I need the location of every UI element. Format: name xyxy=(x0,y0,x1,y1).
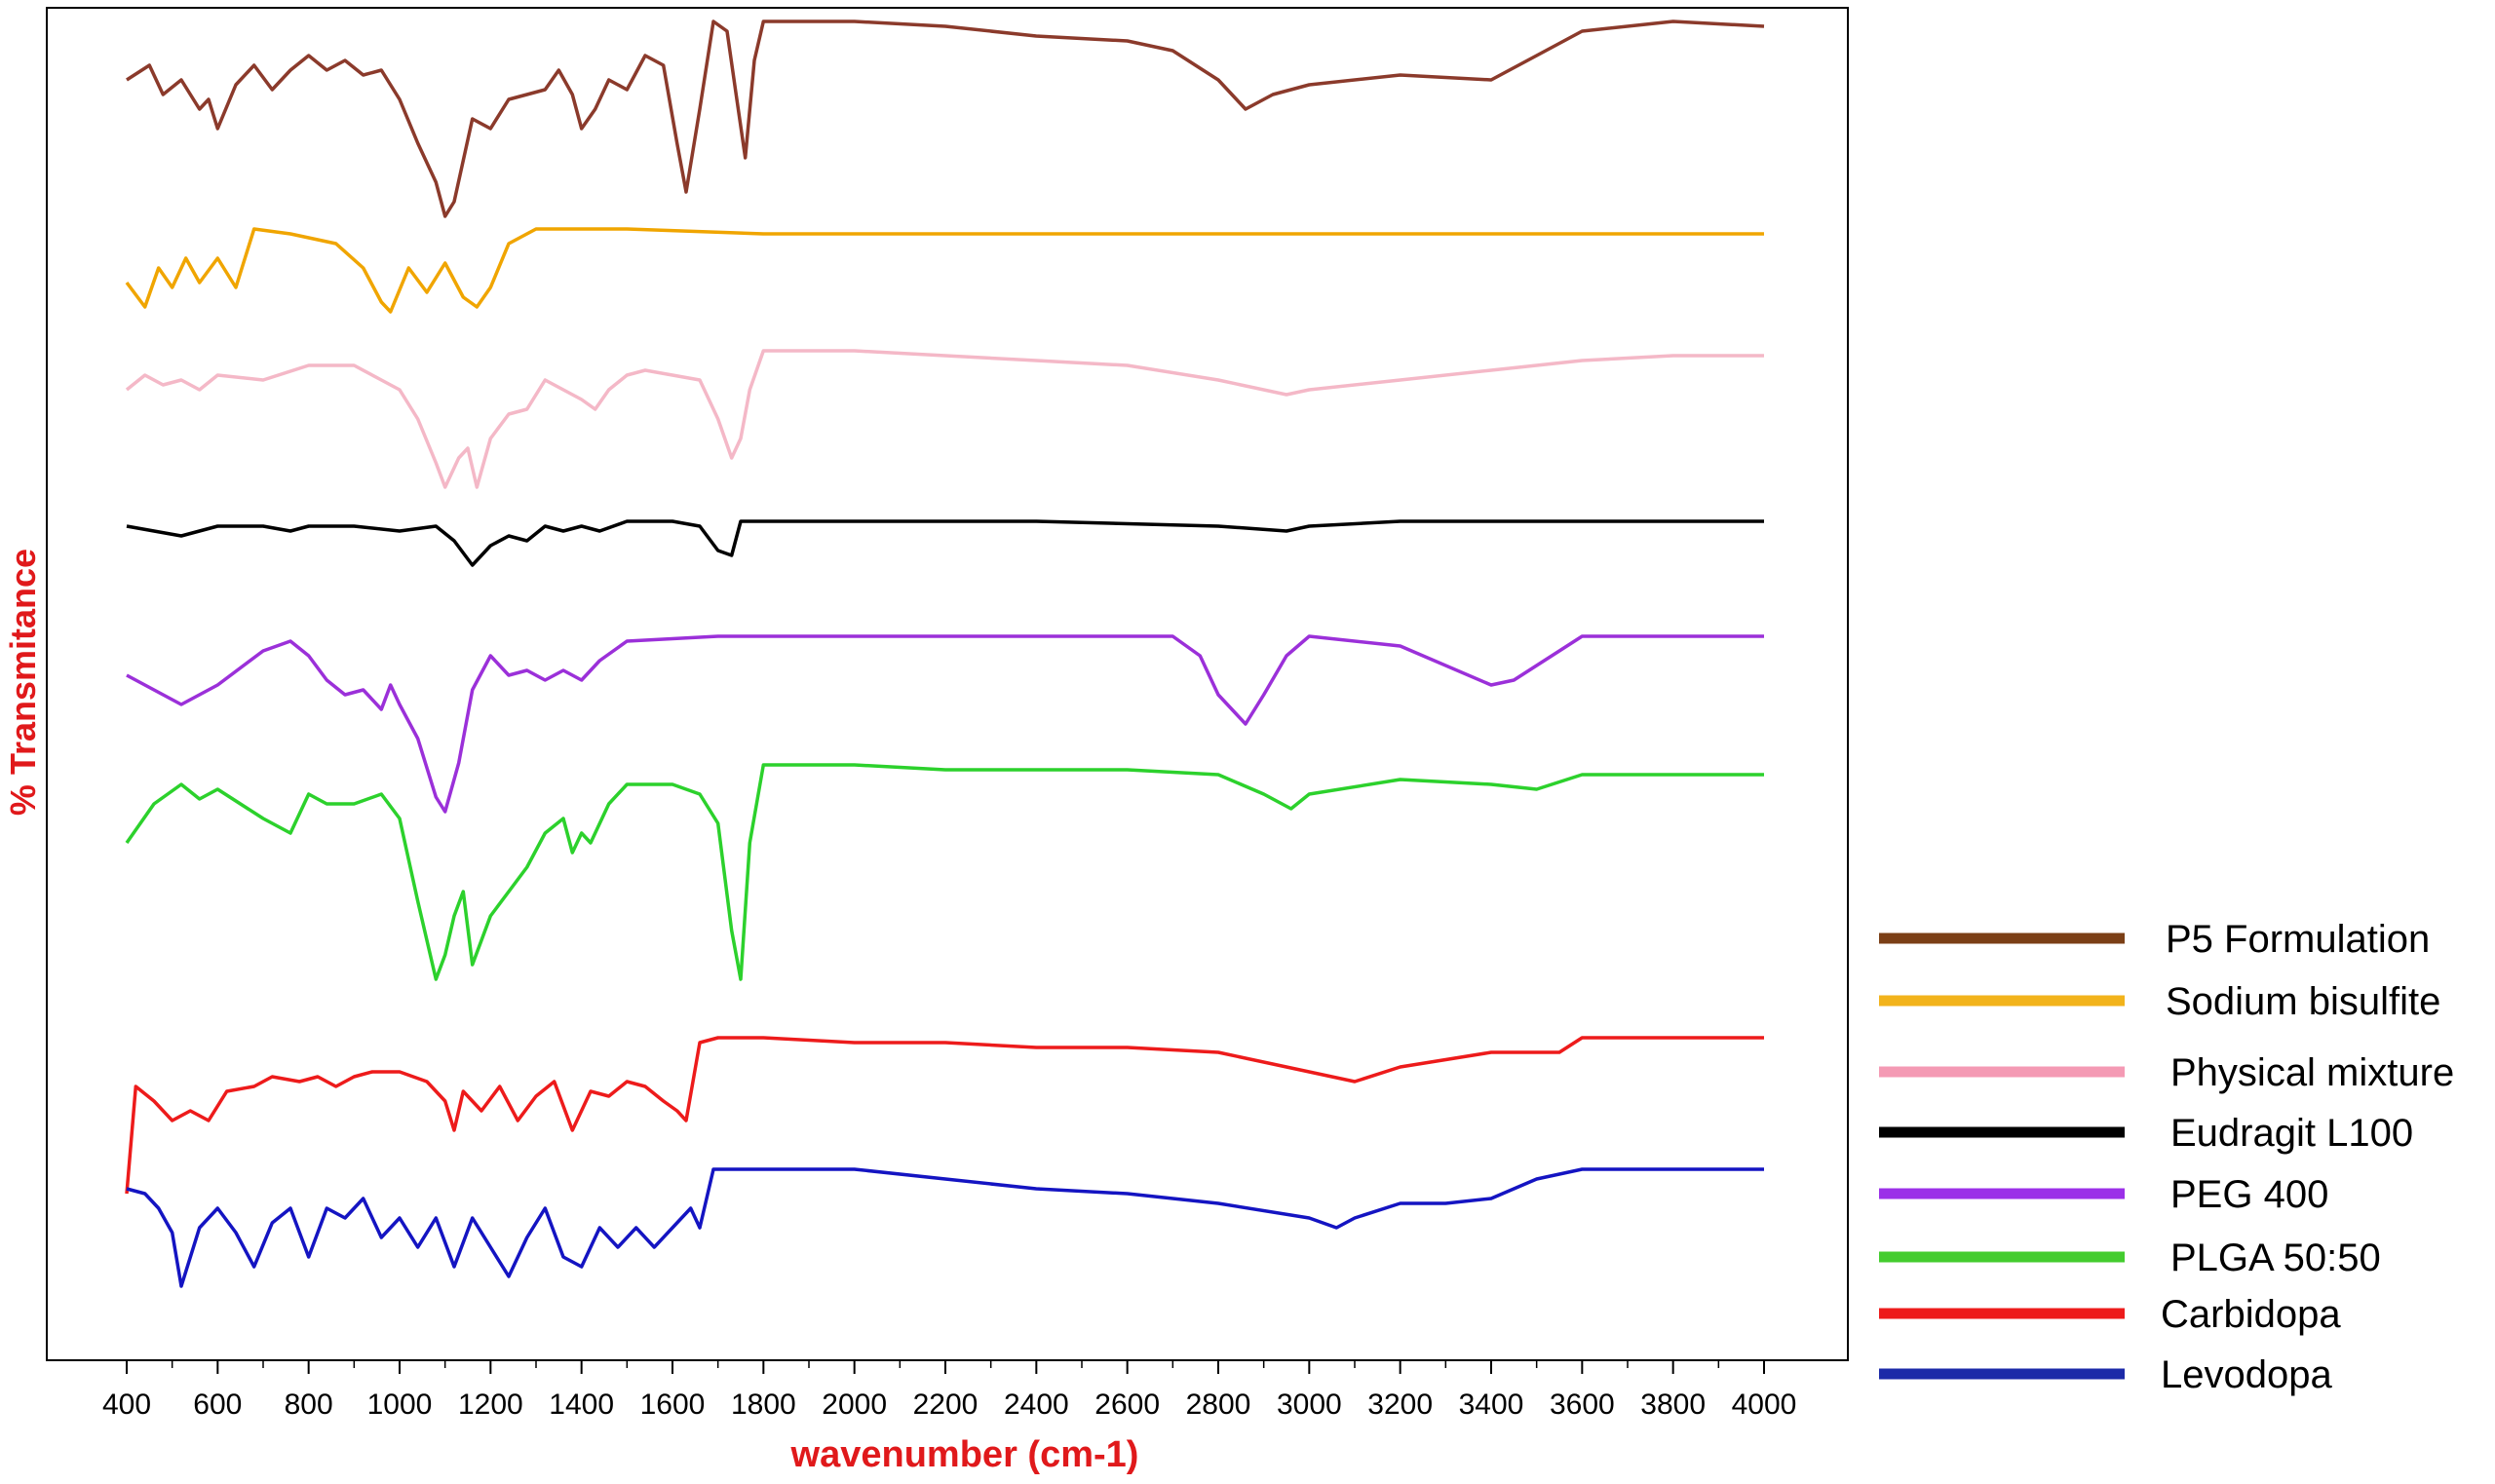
series-line-7 xyxy=(126,1167,1764,1288)
x-tick-label: 2200 xyxy=(913,1389,979,1421)
x-tick-label: 3400 xyxy=(1459,1389,1524,1421)
x-tick-label: 2400 xyxy=(1004,1389,1069,1421)
series-line-6 xyxy=(125,1036,1764,1195)
x-tick-label: 1000 xyxy=(367,1389,433,1421)
plot-frame xyxy=(46,7,1849,1361)
x-tick-label: 2600 xyxy=(1094,1389,1160,1421)
x-tick-label: 1800 xyxy=(731,1389,796,1421)
series-group xyxy=(125,19,1765,1288)
x-tick-label: 3800 xyxy=(1640,1389,1706,1421)
x-tick-label: 2000 xyxy=(822,1389,887,1421)
x-tick-label: 2800 xyxy=(1186,1389,1251,1421)
x-tick-label: 1600 xyxy=(640,1389,706,1421)
x-tick-label: 3000 xyxy=(1277,1389,1342,1421)
series-line-0 xyxy=(126,19,1765,218)
series-line-4 xyxy=(126,634,1764,814)
x-axis: 400 600 800 1000 1200 1400 1600 1800 2000 2200 240… xyxy=(102,1360,1796,1421)
x-tick-label: 400 xyxy=(102,1389,151,1421)
x-tick-label: 600 xyxy=(193,1389,242,1421)
series-line-2 xyxy=(125,349,1764,489)
x-tick-label: 1400 xyxy=(549,1389,614,1421)
legend-label-0: P5 Formulation xyxy=(2166,918,2430,961)
legend-label-4: PEG 400 xyxy=(2170,1173,2328,1216)
legend-label-1: Sodium bisulfite xyxy=(2166,980,2440,1023)
legend-label-5: PLGA 50:50 xyxy=(2170,1237,2381,1279)
x-axis-label: wavenumber (cm-1) xyxy=(790,1434,1139,1475)
series-line-5 xyxy=(125,763,1764,981)
x-tick-label: 3200 xyxy=(1367,1389,1433,1421)
legend: P5 Formulation Sodium bisulfite Physical m… xyxy=(1879,918,2454,1396)
x-tick-label: 4000 xyxy=(1732,1389,1797,1421)
series-line-3 xyxy=(126,519,1764,567)
y-axis-label: % Transmitance xyxy=(3,549,43,816)
x-tick-label: 3600 xyxy=(1550,1389,1615,1421)
legend-label-3: Eudragit L100 xyxy=(2170,1112,2413,1155)
legend-label-6: Carbidopa xyxy=(2161,1293,2341,1336)
series-line-1 xyxy=(125,227,1764,314)
legend-label-7: Levodopa xyxy=(2161,1353,2332,1396)
x-tick-label: 1200 xyxy=(458,1389,523,1421)
x-tick-label: 800 xyxy=(285,1389,333,1421)
legend-label-2: Physical mixture xyxy=(2170,1051,2454,1094)
